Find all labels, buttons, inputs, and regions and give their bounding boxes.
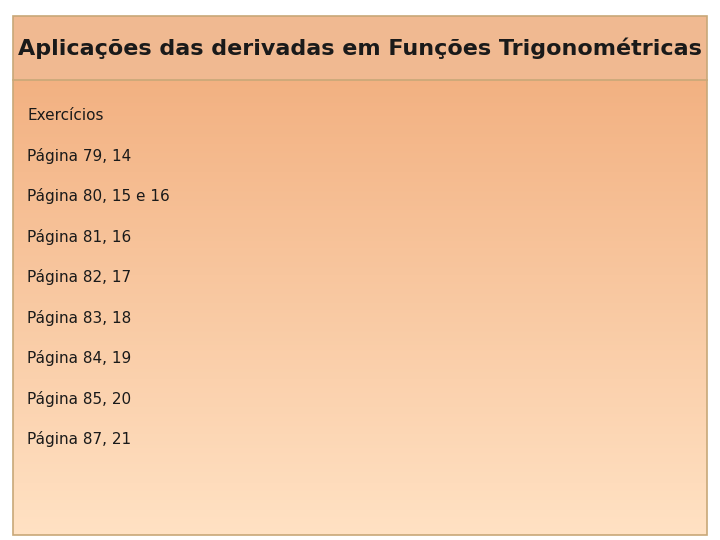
- Text: Aplicações das derivadas em Funções Trigonométricas: Aplicações das derivadas em Funções Trig…: [18, 37, 702, 59]
- Text: Exercícios: Exercícios: [27, 107, 104, 123]
- Text: Página 81, 16: Página 81, 16: [27, 228, 132, 245]
- Text: Página 83, 18: Página 83, 18: [27, 309, 132, 326]
- Text: Página 84, 19: Página 84, 19: [27, 350, 132, 366]
- Text: Página 82, 17: Página 82, 17: [27, 269, 132, 285]
- Text: Página 87, 21: Página 87, 21: [27, 431, 132, 447]
- Text: Página 79, 14: Página 79, 14: [27, 147, 132, 164]
- Text: Página 85, 20: Página 85, 20: [27, 390, 132, 407]
- Text: Página 80, 15 e 16: Página 80, 15 e 16: [27, 188, 170, 204]
